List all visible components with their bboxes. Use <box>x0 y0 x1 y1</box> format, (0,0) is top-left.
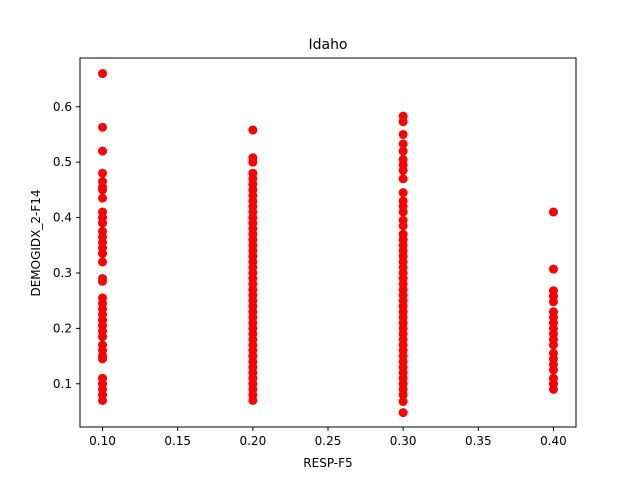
data-point <box>248 125 258 135</box>
data-point <box>398 146 408 156</box>
data-point <box>98 354 108 364</box>
x-tick-label: 0.15 <box>164 434 191 448</box>
data-point <box>548 384 558 394</box>
x-tick-label: 0.20 <box>239 434 266 448</box>
data-point <box>548 340 558 350</box>
data-point <box>98 193 108 203</box>
x-tick-label: 0.40 <box>540 434 567 448</box>
data-point <box>98 257 108 267</box>
data-point <box>548 297 558 307</box>
y-tick-label: 0.1 <box>53 377 72 391</box>
data-point <box>398 174 408 184</box>
data-point <box>548 365 558 375</box>
data-point <box>398 139 408 149</box>
data-point <box>98 69 108 79</box>
x-axis-ticks: 0.10 0.15 0.20 0.25 0.30 0.35 0.40 <box>89 427 567 448</box>
y-tick-label: 0.2 <box>53 321 72 335</box>
y-axis-ticks: 0.1 0.2 0.3 0.4 0.5 0.6 <box>53 100 80 391</box>
y-axis-label: DEMOGIDX_2-F14 <box>29 189 43 296</box>
data-point <box>98 249 108 259</box>
data-point <box>398 188 408 198</box>
data-point <box>398 397 408 407</box>
data-point <box>98 218 108 228</box>
data-point <box>398 390 408 400</box>
data-point <box>398 221 408 231</box>
data-point <box>248 395 258 405</box>
data-point <box>98 276 108 286</box>
data-point <box>398 207 408 217</box>
y-tick-label: 0.4 <box>53 211 72 225</box>
chart-title: Idaho <box>308 37 347 53</box>
data-point <box>398 117 408 127</box>
data-point <box>548 264 558 274</box>
data-point <box>548 207 558 217</box>
data-point <box>98 168 108 178</box>
y-tick-label: 0.5 <box>53 155 72 169</box>
data-point <box>248 157 258 167</box>
x-tick-label: 0.25 <box>315 434 342 448</box>
x-tick-label: 0.10 <box>89 434 116 448</box>
data-points <box>98 69 558 418</box>
x-tick-label: 0.30 <box>390 434 417 448</box>
data-point <box>398 129 408 139</box>
data-point <box>98 146 108 156</box>
data-point <box>398 165 408 175</box>
x-tick-label: 0.35 <box>465 434 492 448</box>
data-point <box>398 408 408 418</box>
data-point <box>98 185 108 195</box>
data-point <box>98 332 108 342</box>
x-axis-label: RESP-F5 <box>303 456 352 470</box>
data-point <box>98 122 108 132</box>
y-tick-label: 0.3 <box>53 266 72 280</box>
y-tick-label: 0.6 <box>53 100 72 114</box>
data-point <box>98 395 108 405</box>
